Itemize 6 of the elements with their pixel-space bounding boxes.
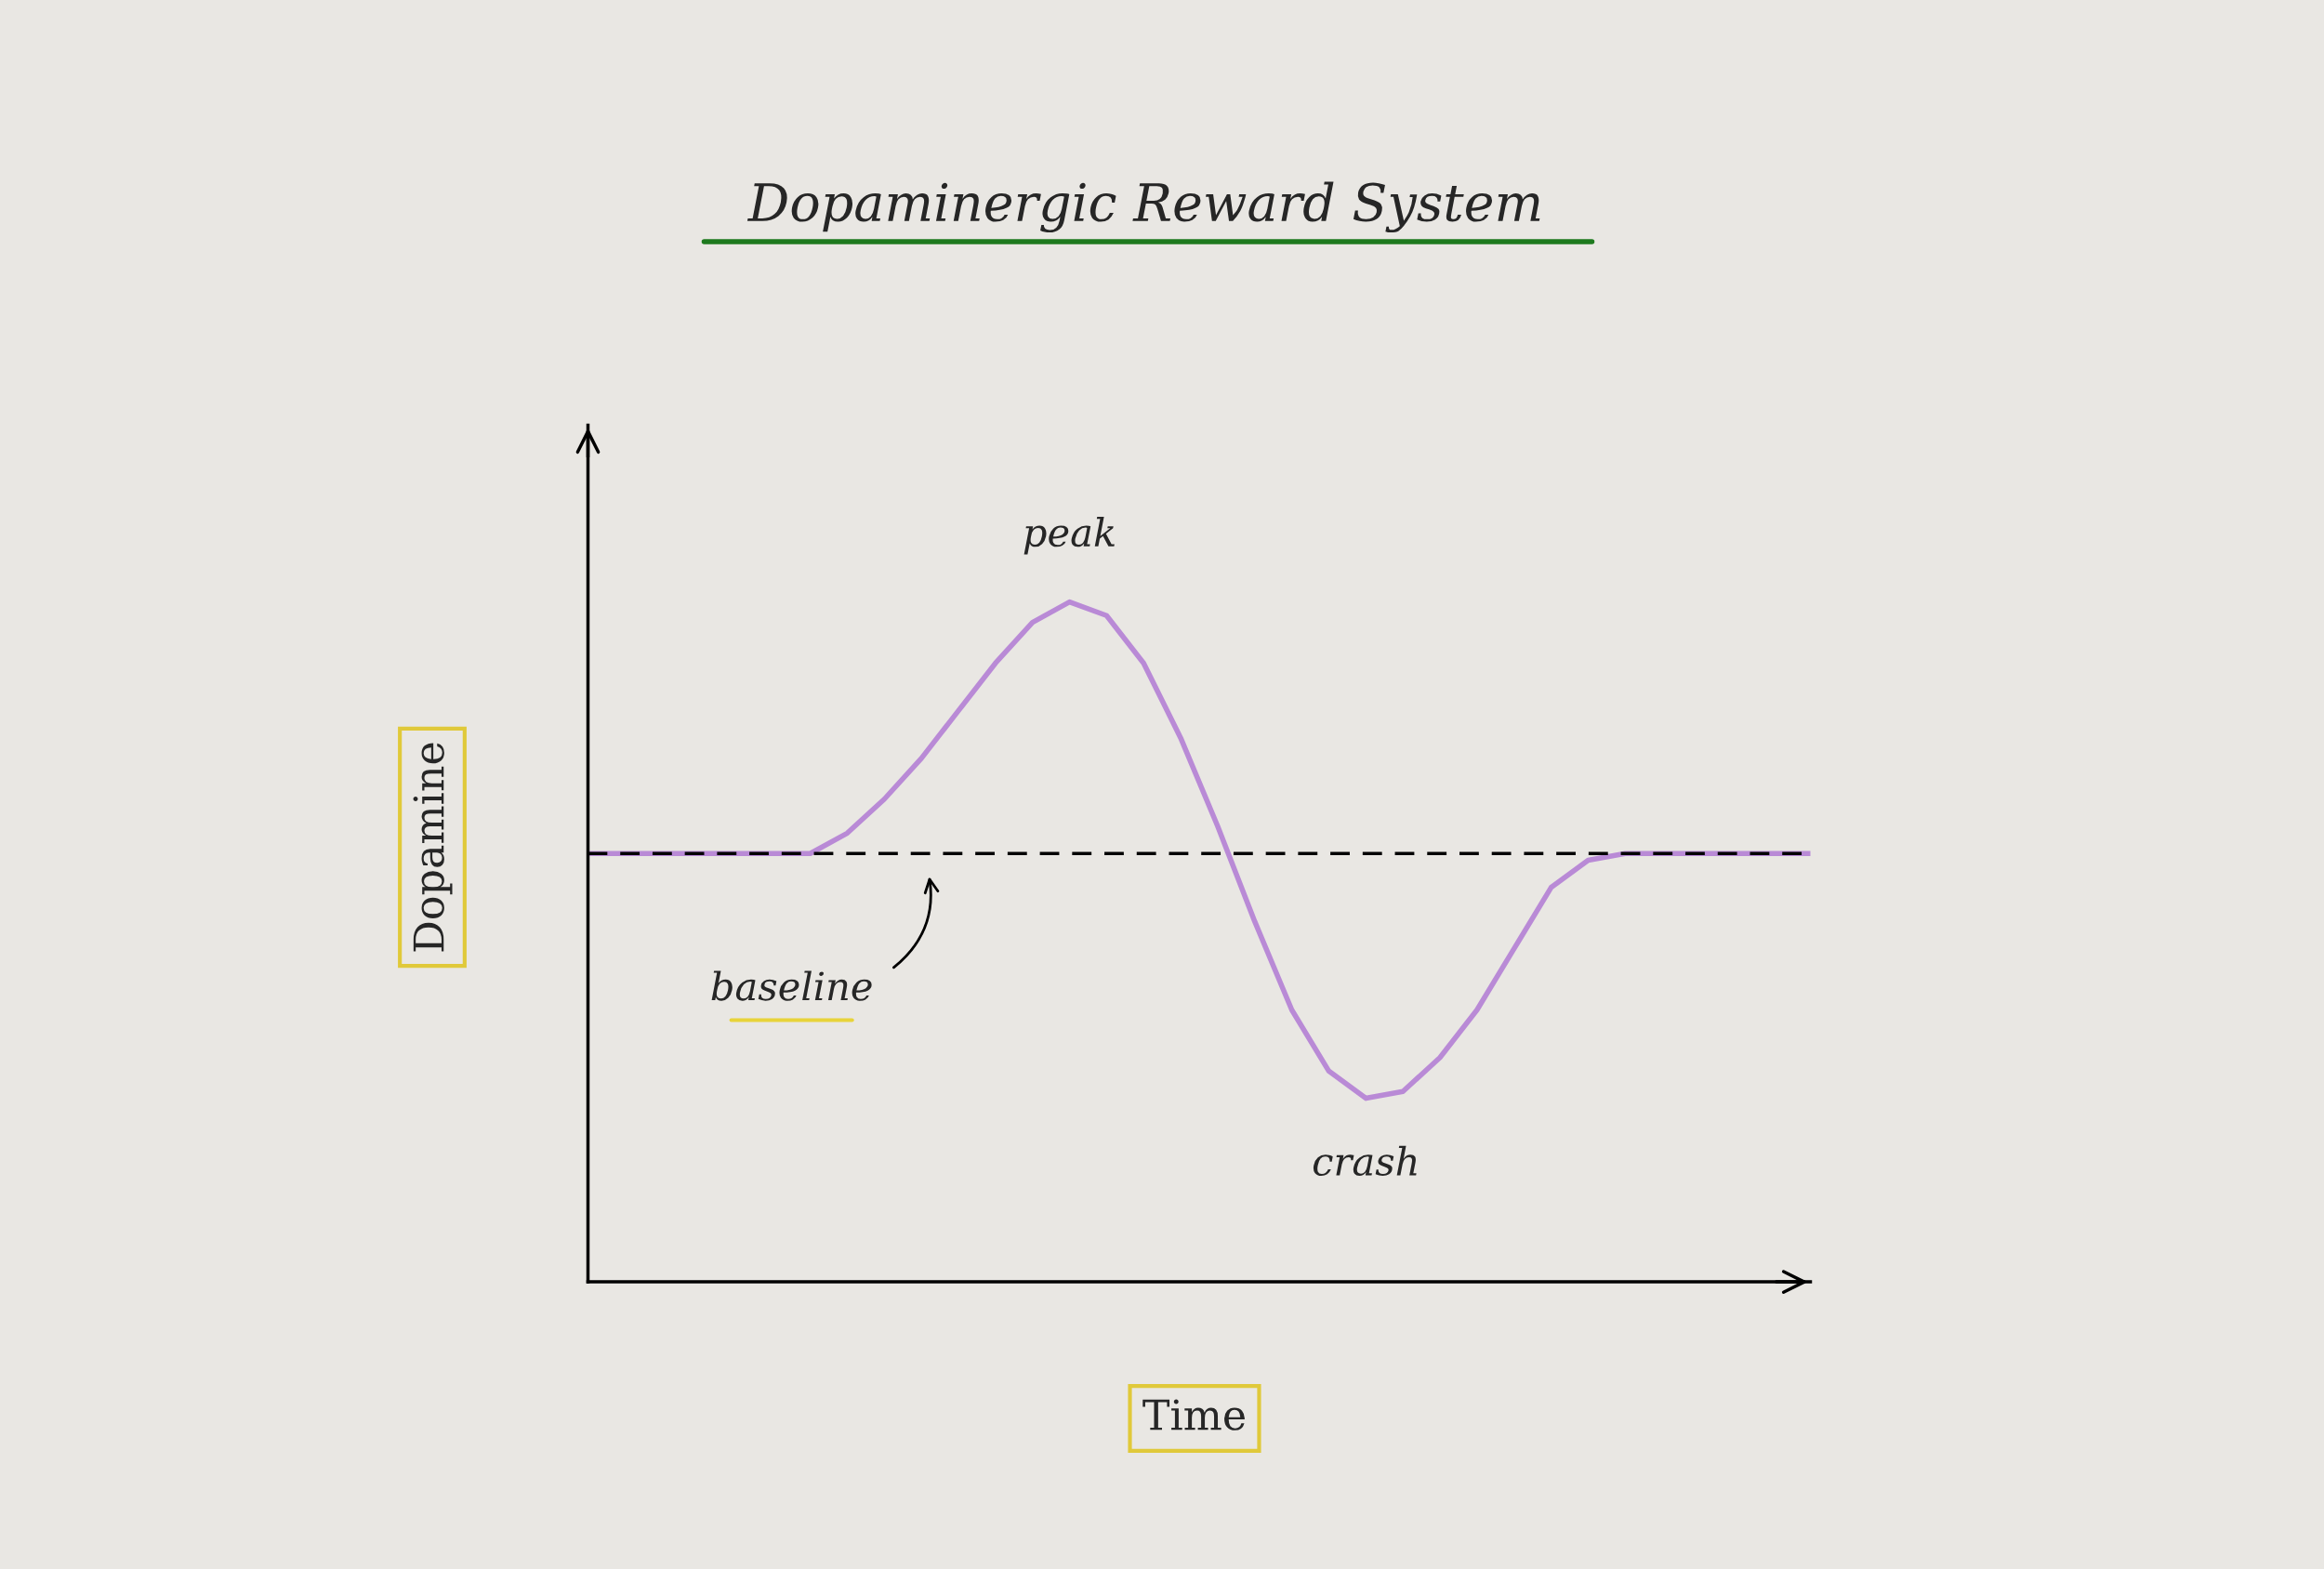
annotation: crash xyxy=(1313,1145,1417,1177)
y-axis-title: Dopamine xyxy=(413,743,453,952)
x-axis-title: Time xyxy=(1142,1399,1245,1431)
chart-title: Dopaminergic Reward System xyxy=(746,181,1540,233)
ref-line-label: baseline xyxy=(711,970,872,1001)
annotation: peak xyxy=(1023,517,1115,555)
